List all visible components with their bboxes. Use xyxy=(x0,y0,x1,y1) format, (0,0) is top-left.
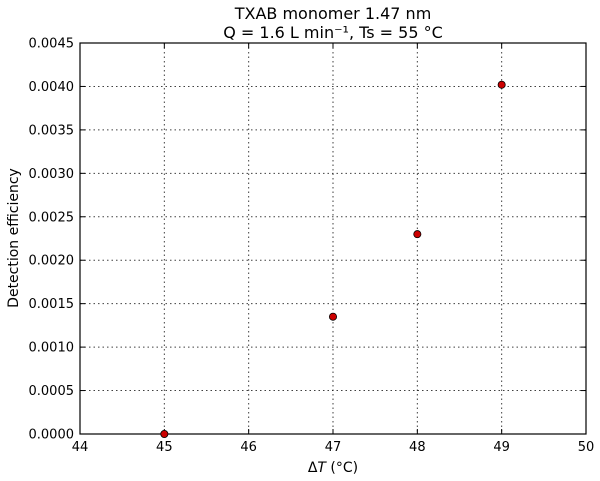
plot-area-frame xyxy=(79,42,587,435)
grid-layer xyxy=(80,43,586,434)
x-axis-label: ΔT (°C) xyxy=(308,460,358,476)
x-tick-label: 49 xyxy=(493,440,510,455)
y-tick-label: 0.0030 xyxy=(29,167,75,182)
data-point xyxy=(497,80,506,89)
chart-title: TXAB monomer 1.47 nm xyxy=(234,4,432,23)
x-axis-label-symbol: Δ xyxy=(308,460,318,476)
y-tick-label: 0.0005 xyxy=(29,384,75,399)
data-points xyxy=(160,80,506,438)
tick-labels: 44 45 46 47 48 49 50 0.0000 0.0005 0.0010 0.0015 0.… xyxy=(29,37,595,456)
y-axis-label: Detection efficiency xyxy=(6,168,22,308)
y-tick-label: 0.0040 xyxy=(29,80,75,95)
x-axis-label-variable: T xyxy=(317,460,327,476)
y-tick-label: 0.0045 xyxy=(29,37,75,52)
x-tick-label: 44 xyxy=(72,440,89,455)
y-tick-label: 0.0035 xyxy=(29,123,75,138)
data-point xyxy=(413,230,422,239)
x-tick-label: 48 xyxy=(409,440,426,455)
x-axis-label-unit: (°C) xyxy=(326,460,358,476)
y-tick-label: 0.0010 xyxy=(29,341,75,356)
y-tick-label: 0.0000 xyxy=(29,428,75,443)
y-tick-label: 0.0025 xyxy=(29,210,75,225)
chart-subtitle: Q = 1.6 L min⁻¹, Ts = 55 °C xyxy=(223,23,443,42)
x-tick-label: 46 xyxy=(240,440,257,455)
y-tick-label: 0.0020 xyxy=(29,254,75,269)
x-tick-label: 47 xyxy=(325,440,342,455)
x-tick-label: 50 xyxy=(578,440,595,455)
x-tick-label: 45 xyxy=(156,440,173,455)
y-tick-label: 0.0015 xyxy=(29,297,75,312)
data-point xyxy=(328,312,337,321)
data-point xyxy=(160,429,169,438)
